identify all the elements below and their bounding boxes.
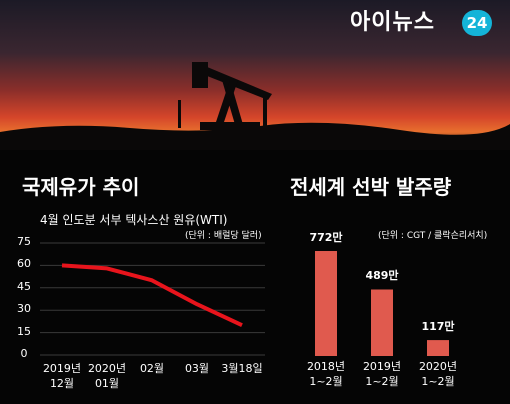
value-label: 117만: [421, 320, 455, 334]
bar: [315, 251, 337, 356]
x-tick-label: 2019년 12월: [42, 362, 82, 390]
x-tick-label: 2020년 01월: [87, 362, 127, 390]
value-label: 772만: [309, 231, 343, 244]
y-tick-label: 75: [17, 235, 31, 248]
chart-subtitle: 4월 인도분 서부 텍사스산 원유(WTI): [40, 213, 228, 227]
value-label: 489만: [365, 269, 399, 283]
x-tick-label: 03월: [184, 362, 210, 375]
ground: [0, 140, 510, 404]
unit-note: (단위 : 배럴당 달러): [185, 231, 262, 241]
chart-title: 국제유가 추이: [22, 175, 140, 199]
x-tick-label: 2019년 1~2월: [362, 360, 402, 388]
logo: 아이뉴스: [350, 10, 435, 35]
chart-title: 전세계 선박 발주량: [290, 175, 452, 199]
y-tick-label: 45: [17, 279, 31, 293]
x-tick-label: 02월: [139, 362, 165, 375]
y-tick-label: 15: [17, 324, 31, 338]
y-tick-label: 30: [17, 302, 31, 316]
bar: [427, 340, 449, 356]
unit-note: (단위 : CGT / 클락슨리서치): [378, 231, 488, 241]
horizon: [0, 122, 510, 150]
bar: [371, 289, 393, 356]
x-tick-label: 3월18일: [221, 362, 263, 375]
price-line: [61, 263, 243, 327]
x-tick-label: 2018년 1~2월: [306, 360, 346, 388]
y-tick-label: 60: [17, 257, 31, 271]
logo-badge: 24: [462, 10, 492, 36]
x-tick-label: 2020년 1~2월: [418, 360, 458, 388]
y-tick-label: 0: [20, 347, 28, 360]
pumpjack: [178, 62, 272, 130]
